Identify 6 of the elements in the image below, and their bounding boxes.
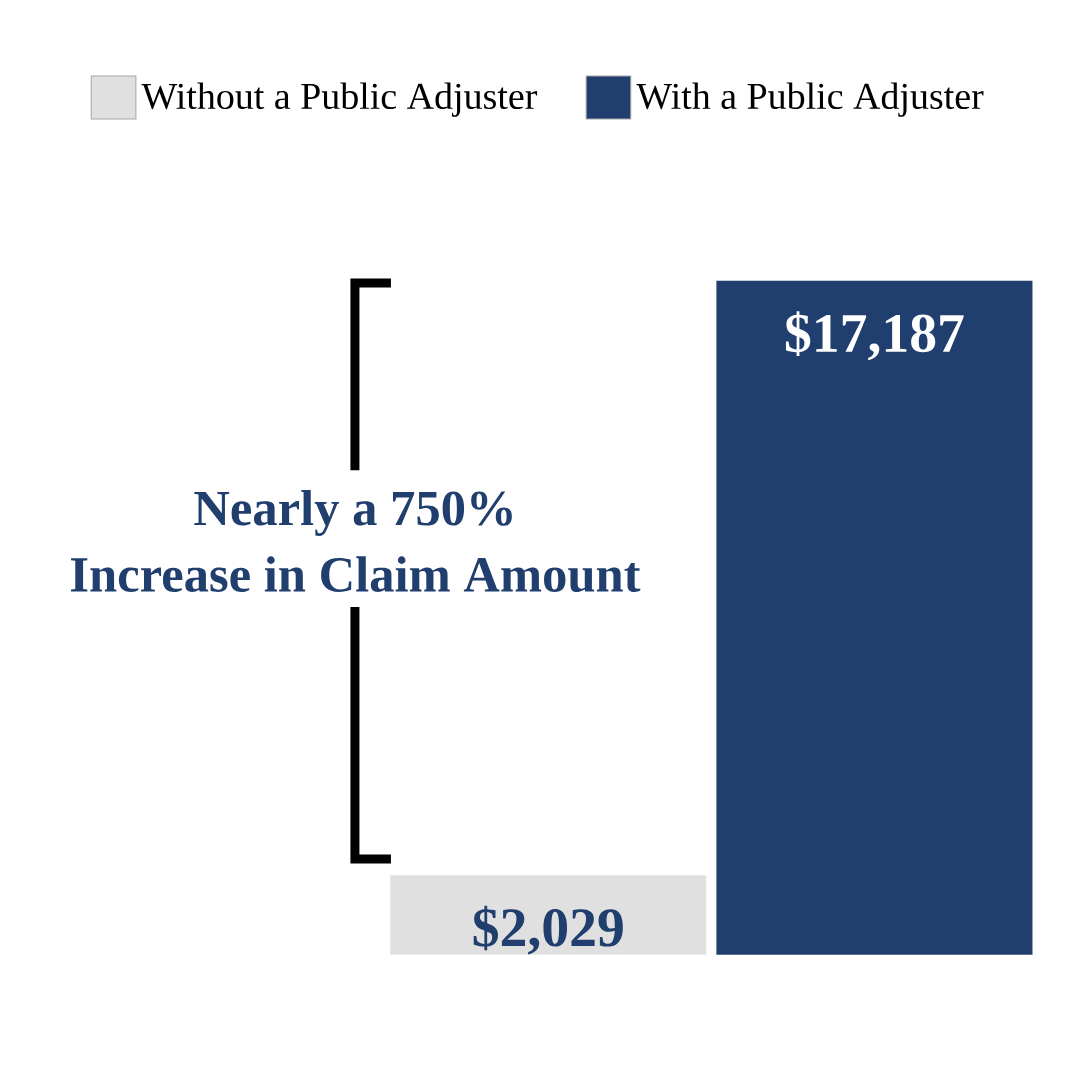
- data-label: $2,029: [473, 905, 623, 955]
- annotation: Nearly a 750%: [194, 489, 512, 537]
- annotation: Increase in Claim Amount: [71, 556, 641, 593]
- data-label: $17,187: [785, 311, 964, 361]
- legend-label: With a Public Adjuster: [636, 82, 984, 117]
- legend-label: Without a Public Adjuster: [141, 82, 538, 117]
